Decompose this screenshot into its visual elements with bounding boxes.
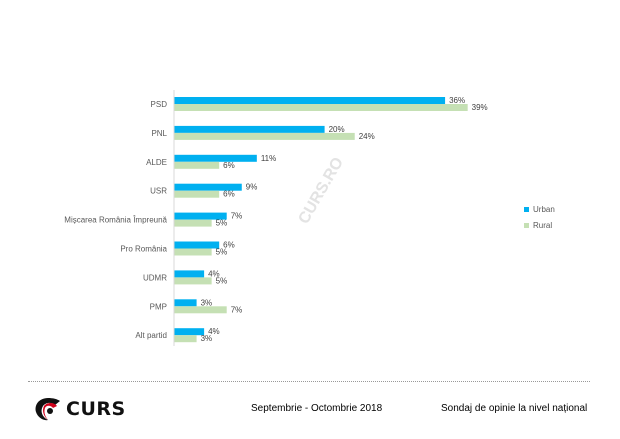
bar-urban: [174, 328, 205, 336]
bar-urban: [174, 270, 205, 278]
bar-rural: [174, 219, 212, 227]
category-label: Pro România: [120, 245, 167, 254]
category-label: UDMR: [143, 273, 167, 282]
curs-logo: CURS: [33, 396, 126, 422]
legend-swatch: [524, 207, 529, 212]
bar-urban: [174, 97, 446, 104]
legend-label: Rural: [533, 221, 552, 230]
data-label: 4%: [208, 327, 220, 336]
data-label: 6%: [223, 161, 235, 170]
bar-urban: [174, 299, 197, 307]
category-label: USR: [150, 187, 167, 196]
data-label: 6%: [223, 241, 235, 250]
logo-text: CURS: [66, 398, 126, 420]
data-label: 36%: [449, 96, 465, 105]
category-label: Alt partid: [135, 331, 167, 340]
bar-chart: CURS.RO PSD 36% 39% PNL 20% 24% ALDE 11% 6% USR 9% 6…: [64, 90, 555, 346]
category-label: PNL: [151, 129, 167, 138]
bar-rural: [174, 306, 227, 314]
category-label: Mișcarea România Împreună: [64, 216, 167, 225]
data-label: 3%: [201, 334, 213, 343]
data-label: 5%: [216, 219, 228, 228]
curs-logo-icon: [35, 398, 60, 421]
data-label: 6%: [223, 190, 235, 199]
category-label: ALDE: [146, 158, 167, 167]
bar-rural: [174, 248, 212, 256]
footer-period: Septembrie - Octombrie 2018: [251, 403, 383, 414]
data-label: 39%: [472, 103, 488, 112]
bar-rural: [174, 104, 468, 111]
data-label: 11%: [261, 154, 276, 163]
bar-rural: [174, 161, 220, 169]
legend-label: Urban: [533, 205, 555, 214]
data-label: 5%: [216, 248, 228, 257]
data-label: 3%: [201, 298, 213, 307]
legend-swatch: [524, 223, 529, 228]
data-label: 7%: [231, 305, 243, 314]
bar-rural: [174, 277, 212, 285]
bar-urban: [174, 154, 257, 162]
bar-urban: [174, 183, 242, 191]
bar-urban: [174, 212, 227, 220]
data-label: 7%: [231, 212, 243, 221]
footer-divider: [28, 381, 590, 382]
bar-rural: [174, 335, 197, 343]
data-label: 9%: [246, 183, 258, 192]
watermark: CURS.RO: [295, 155, 347, 227]
data-label: 20%: [329, 125, 345, 134]
data-label: 4%: [208, 269, 220, 278]
category-label: PMP: [150, 302, 167, 311]
bar-rural: [174, 132, 355, 140]
category-label: PSD: [151, 100, 168, 109]
bar-rural: [174, 190, 220, 198]
bar-urban: [174, 241, 220, 249]
data-label: 24%: [359, 132, 375, 141]
data-label: 5%: [216, 276, 228, 285]
footer-title: Sondaj de opinie la nivel național: [441, 403, 588, 414]
bar-urban: [174, 125, 325, 133]
